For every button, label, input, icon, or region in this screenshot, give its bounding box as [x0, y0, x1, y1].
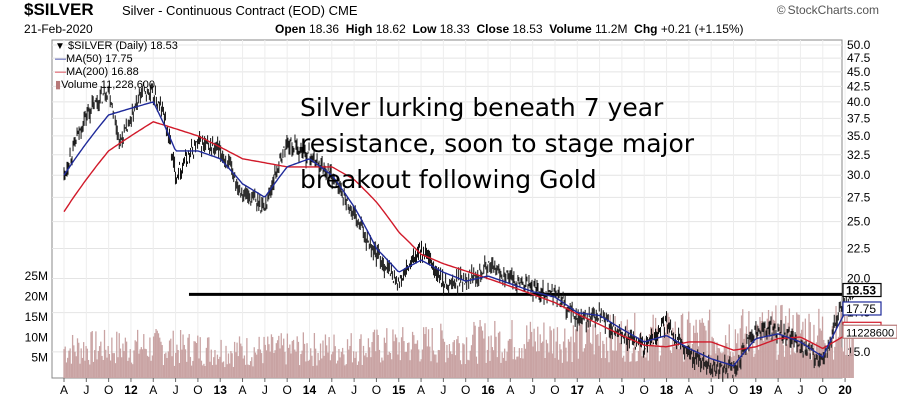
x-tick-label: O: [461, 383, 470, 397]
x-tick-label: 14: [303, 383, 317, 397]
y-tick-label: 50.0: [847, 38, 871, 52]
volume-tick-label: 5M: [31, 351, 48, 365]
price-label-box: [842, 282, 882, 298]
legend-price: ▼ $SILVER (Daily) 18.53: [55, 40, 178, 52]
x-tick-label: J: [530, 383, 536, 397]
y-tick-label: 27.5: [847, 190, 871, 204]
x-tick-label: O: [818, 383, 827, 397]
x-tick-label: J: [173, 383, 179, 397]
x-tick-label: A: [596, 383, 604, 397]
price-label: 18.53: [846, 284, 876, 298]
chg-value: +0.21 (+1.15%): [660, 22, 744, 36]
x-tick-label: A: [239, 383, 247, 397]
price-label-box: [842, 301, 882, 316]
open-label: Open: [275, 22, 306, 36]
volume-tick-label: 25M: [25, 269, 48, 283]
x-tick-label: 20: [838, 383, 852, 397]
symbol-title: $SILVER: [24, 0, 94, 19]
copyright-icon: ©: [776, 3, 786, 17]
ohlc-summary: Open 18.36 High 18.62 Low 18.33 Close 18…: [275, 22, 744, 36]
x-tick-label: A: [328, 383, 336, 397]
ma200-line: [63, 121, 854, 351]
legend-ma200-text: MA(200) 16.88: [66, 66, 139, 78]
volume-label-box: [842, 324, 897, 339]
y-tick-label: 37.5: [847, 111, 871, 125]
x-tick-label: O: [640, 383, 649, 397]
y-tick-label: 32.5: [847, 148, 871, 162]
volume-tick-label: 20M: [25, 290, 48, 304]
x-tick-label: A: [417, 383, 425, 397]
open-value: 18.36: [309, 22, 340, 36]
y-tick-label: 30.0: [847, 168, 871, 182]
x-tick-label: A: [60, 383, 68, 397]
x-tick-label: 19: [749, 383, 763, 397]
x-tick-label: J: [351, 383, 357, 397]
price-label: 17.75: [846, 302, 876, 316]
stockcharts-brand[interactable]: © StockCharts.com: [777, 3, 879, 17]
y-tick-label: 42.5: [847, 79, 871, 93]
legend-volume: ▮Volume 11,228,600: [55, 79, 156, 91]
chart-legend: ▼ $SILVER (Daily) 18.53 —MA(50) 17.75 —M…: [55, 40, 178, 92]
legend-ma200: —MA(200) 16.88: [55, 66, 139, 78]
x-tick-label: A: [685, 383, 693, 397]
x-tick-label: 15: [392, 383, 406, 397]
x-tick-label: A: [774, 383, 782, 397]
x-tick-label: J: [262, 383, 268, 397]
volume-tick-label: 10M: [25, 330, 48, 344]
chart-header: $SILVER Silver - Continuous Contract (EO…: [0, 0, 897, 40]
volume-last-label: 11228600: [846, 327, 894, 339]
low-value: 18.33: [439, 22, 470, 36]
x-tick-label: A: [149, 383, 157, 397]
brand-text: StockCharts.com: [787, 3, 879, 17]
chart-annotation: Silver lurking beneath 7 year resistance…: [300, 93, 695, 194]
y-tick-label: 25.0: [847, 215, 871, 229]
high-label: High: [345, 22, 373, 36]
x-tick-label: 16: [481, 383, 495, 397]
y-tick-label: 35.0: [847, 129, 871, 143]
x-tick-label: O: [372, 383, 381, 397]
y-tick-label: 47.5: [847, 51, 871, 65]
x-tick-label: O: [729, 383, 738, 397]
y-tick-label: 22.5: [847, 242, 871, 256]
legend-ma50: —MA(50) 17.75: [55, 53, 133, 65]
description-text: Silver - Continuous Contract (EOD): [122, 3, 326, 18]
y-tick-label: 40.0: [847, 95, 871, 109]
high-value: 18.62: [375, 22, 406, 36]
volume-tick-label: 15M: [25, 310, 48, 324]
chart-date: 21-Feb-2020: [24, 22, 93, 36]
legend-price-text: $SILVER (Daily) 18.53: [67, 40, 178, 52]
ma50-line: [63, 101, 854, 367]
x-tick-label: J: [797, 383, 803, 397]
x-tick-label: 18: [660, 383, 674, 397]
plot-area: [51, 39, 843, 379]
y-tick-label: 20.0: [847, 272, 871, 286]
legend-volume-text: Volume 11,228,600: [61, 79, 156, 91]
x-tick-label: O: [282, 383, 291, 397]
x-tick-label: O: [104, 383, 113, 397]
x-tick-label: 17: [571, 383, 585, 397]
close-value: 18.53: [512, 22, 543, 36]
low-label: Low: [412, 22, 437, 36]
x-tick-label: 13: [214, 383, 228, 397]
x-tick-label: J: [440, 383, 446, 397]
symbol-description: Silver - Continuous Contract (EOD) CME: [122, 3, 358, 18]
legend-ma50-text: MA(50) 17.75: [66, 53, 133, 65]
volume-label: Volume: [549, 22, 592, 36]
y-tick-label: 45.0: [847, 65, 871, 79]
x-tick-label: O: [550, 383, 559, 397]
x-tick-label: J: [708, 383, 714, 397]
volume-value: 11.2M: [595, 22, 628, 36]
x-tick-label: J: [83, 383, 89, 397]
x-tick-label: A: [506, 383, 514, 397]
x-tick-label: J: [619, 383, 625, 397]
close-label: Close: [476, 22, 510, 36]
x-tick-label: O: [193, 383, 202, 397]
exchange-text: CME: [328, 3, 358, 18]
x-tick-label: 12: [124, 383, 138, 397]
chg-label: Chg: [634, 22, 658, 36]
